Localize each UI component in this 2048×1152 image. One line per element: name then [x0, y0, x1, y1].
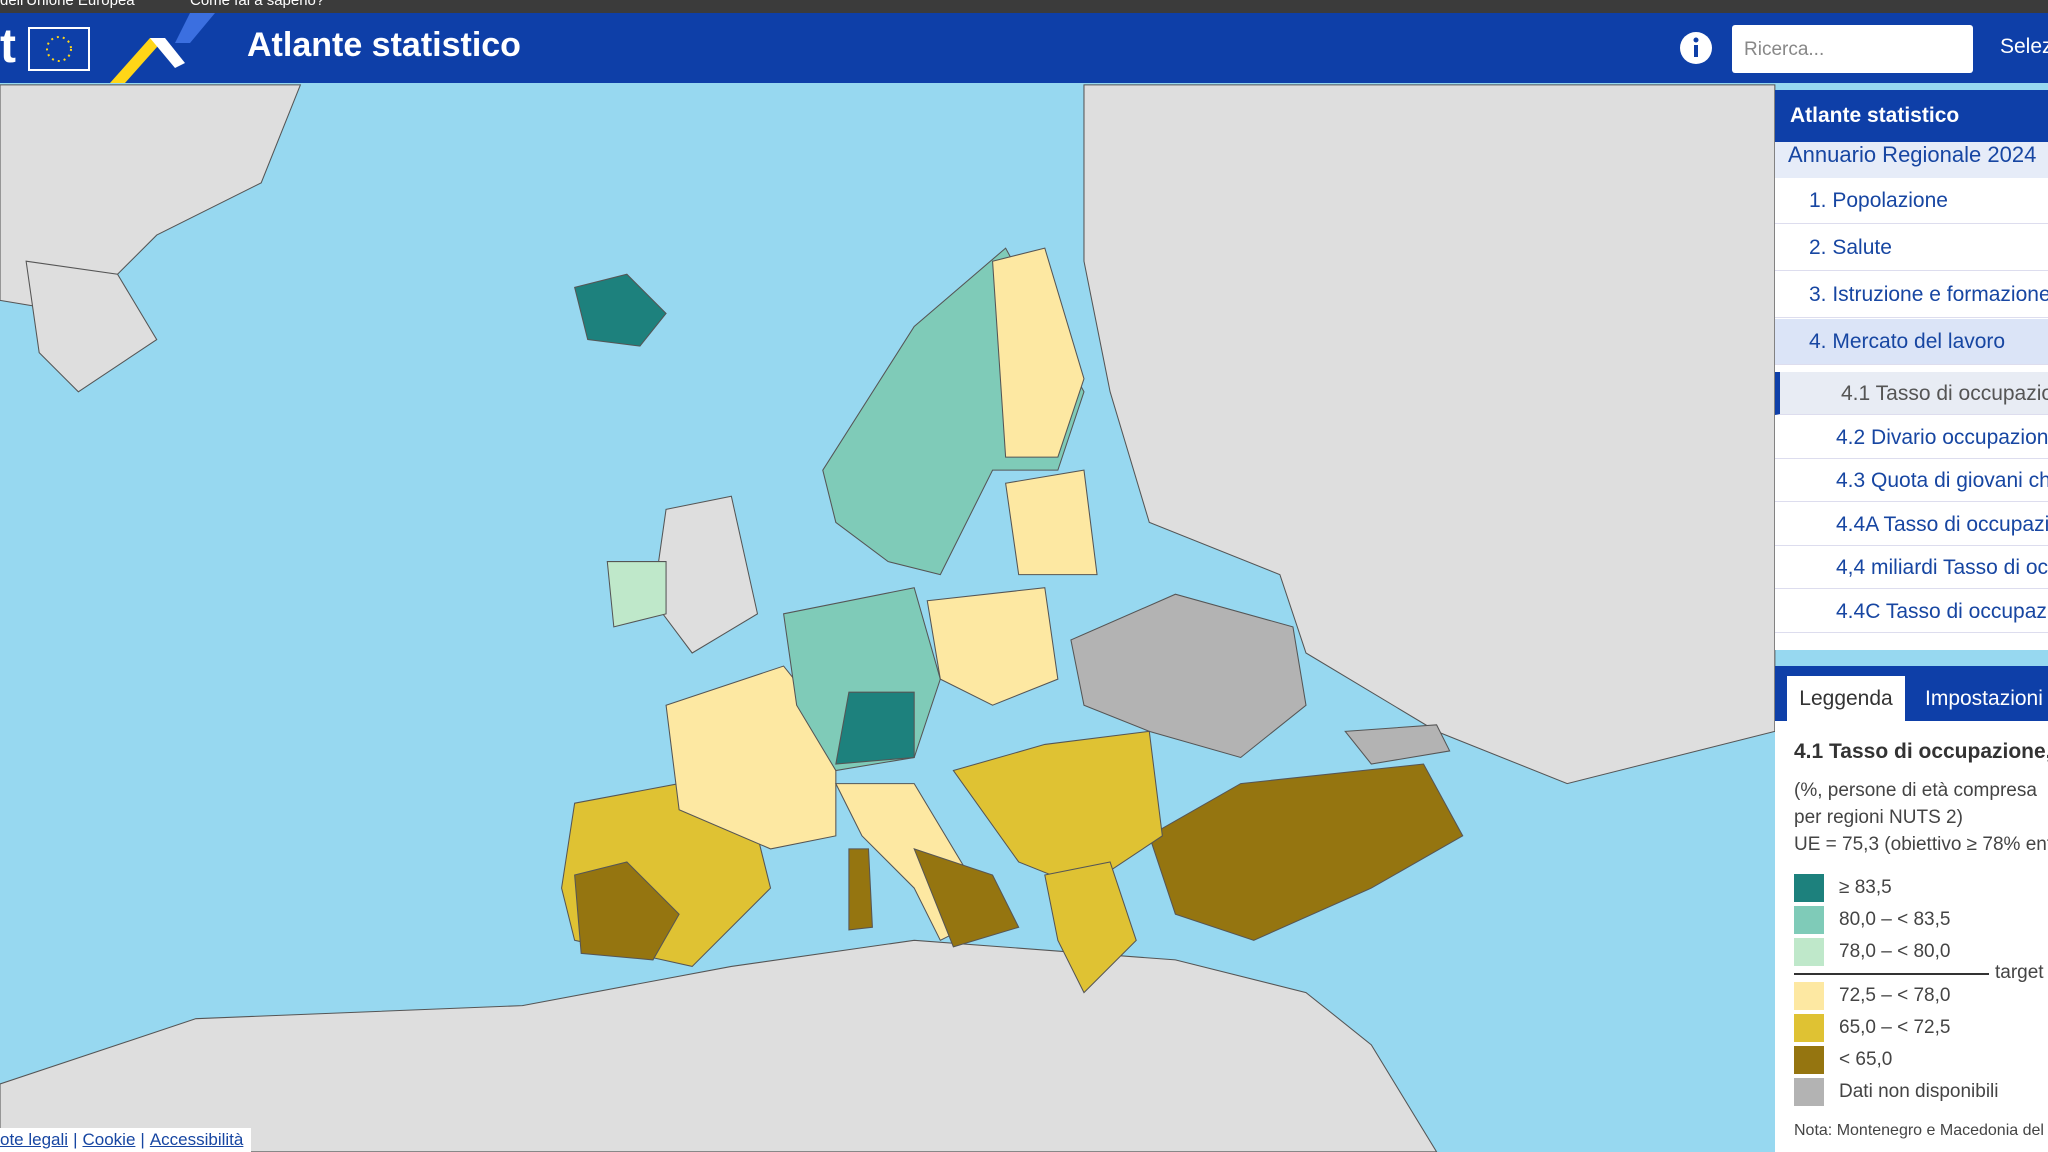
legend-description: UE = 75,3 (obiettivo ≥ 78% entro	[1794, 834, 2048, 855]
target-line	[1794, 973, 1989, 975]
top-bar: dell'Unione Europea Come fai a saperlo?	[0, 0, 2048, 13]
legend-swatch	[1794, 874, 1824, 902]
header: t Atlante statistico Ricerca... Selez	[0, 13, 2048, 83]
menu-item[interactable]: 3. Istruzione e formazione	[1775, 272, 2048, 318]
map	[0, 83, 2048, 1152]
search-placeholder: Ricerca...	[1744, 39, 1825, 60]
legend-swatch	[1794, 1014, 1824, 1042]
logo-text: t	[0, 20, 16, 73]
menu-subitem[interactable]: 4.2 Divario occupazionale	[1775, 416, 2048, 459]
menu-subitem[interactable]: 4,4 miliardi Tasso di occupazione	[1775, 546, 2048, 589]
legend-label: 78,0 – < 80,0	[1839, 941, 1951, 962]
legend-label: 80,0 – < 83,5	[1839, 909, 1951, 930]
legend-label: 65,0 – < 72,5	[1839, 1017, 1951, 1038]
menu-subitem[interactable]: 4.1 Tasso di occupazione	[1775, 372, 2048, 415]
legend-description: per regioni NUTS 2)	[1794, 807, 1963, 828]
info-icon[interactable]	[1678, 30, 1714, 66]
menu-subitem[interactable]: 4.3 Quota di giovani che	[1775, 459, 2048, 502]
menu-subitem[interactable]: 4.4C Tasso di occupazione	[1775, 590, 2048, 633]
logo-mark	[110, 13, 215, 83]
legend-note: Nota: Montenegro e Macedonia del	[1794, 1122, 2044, 1139]
menu-item[interactable]: 4. Mercato del lavoro	[1775, 319, 2048, 365]
tab-legend[interactable]: Leggenda	[1787, 676, 1905, 721]
top-bar-text: dell'Unione Europea	[0, 0, 135, 9]
legend-title: 4.1 Tasso di occupazione,	[1794, 740, 2048, 763]
menu-title: Atlante statistico	[1775, 90, 2048, 142]
legend-swatch	[1794, 982, 1824, 1010]
map-shapes	[0, 84, 1776, 1152]
eu-stars	[46, 36, 72, 62]
legend-label: 72,5 – < 78,0	[1839, 985, 1951, 1006]
legend-swatch	[1794, 1046, 1824, 1074]
menu-panel: Atlante statistico Annuario Regionale 20…	[1775, 90, 2048, 650]
legend-swatch	[1794, 1078, 1824, 1106]
menu-item[interactable]: 2. Salute	[1775, 225, 2048, 271]
legend-swatch	[1794, 938, 1824, 966]
target-label: target	[1995, 962, 2044, 983]
tab-settings[interactable]: Impostazioni	[1925, 687, 2043, 710]
legend-label: < 65,0	[1839, 1049, 1893, 1070]
legend-description: (%, persone di età compresa	[1794, 780, 2037, 801]
footer-links: ote legali | Cookie | Accessibilità	[0, 1128, 252, 1152]
legend-panel: Leggenda Impostazioni 4.1 Tasso di occup…	[1775, 666, 2048, 1152]
select-button[interactable]: Selez	[2000, 35, 2048, 58]
menu-subtitle[interactable]: Annuario Regionale 2024	[1775, 142, 2048, 178]
footer-link[interactable]: ote legali	[0, 1130, 69, 1149]
search-box[interactable]: Ricerca...	[1732, 25, 1973, 73]
app-title: Atlante statistico	[247, 26, 521, 64]
footer-link[interactable]: Cookie	[82, 1130, 136, 1149]
legend-label: Dati non disponibili	[1839, 1081, 1999, 1102]
legend-label: ≥ 83,5	[1839, 877, 1892, 898]
legend-swatch	[1794, 906, 1824, 934]
eu-flag	[28, 27, 90, 71]
menu-item[interactable]: 1. Popolazione	[1775, 178, 2048, 224]
footer-link[interactable]: Accessibilità	[149, 1130, 244, 1149]
top-bar-link[interactable]: Come fai a saperlo?	[190, 0, 325, 9]
footer-separator: |	[73, 1130, 78, 1149]
menu-subitem[interactable]: 4.4A Tasso di occupazione	[1775, 503, 2048, 546]
footer-separator: |	[140, 1130, 145, 1149]
